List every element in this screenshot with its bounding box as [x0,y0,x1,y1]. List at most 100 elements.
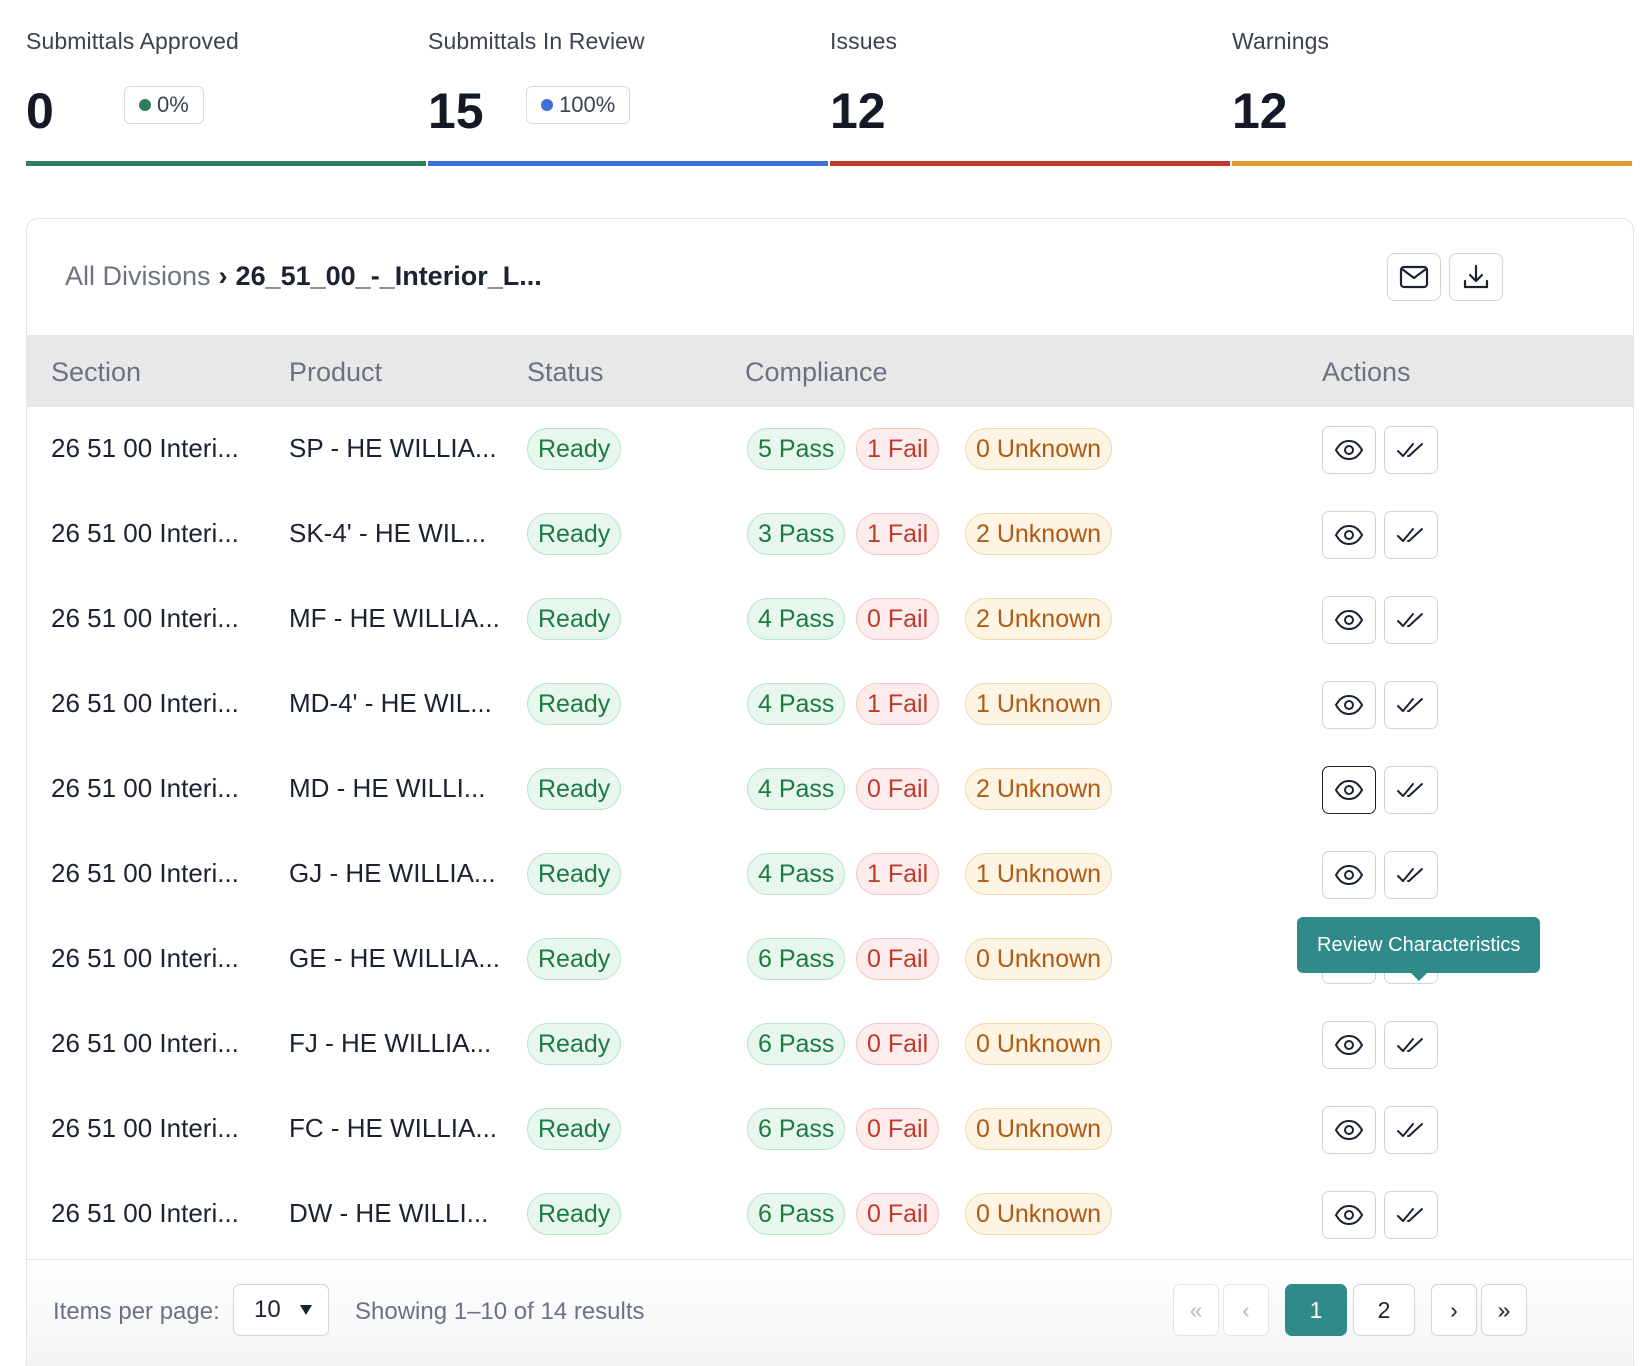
review-characteristics-button[interactable] [1322,596,1376,644]
product-cell: FC - HE WILLIA... [289,1113,498,1143]
approve-button[interactable] [1384,766,1438,814]
review-characteristics-button[interactable] [1322,426,1376,474]
approve-button[interactable] [1384,681,1438,729]
approve-button[interactable] [1384,1021,1438,1069]
status-badge: Ready [527,853,622,895]
double-chevron-right-icon: » [1497,1296,1511,1323]
last-page-button[interactable]: » [1481,1284,1527,1336]
review-characteristics-button[interactable] [1322,766,1376,814]
download-button[interactable] [1449,253,1503,301]
table-header: Section Product Status Compliance Action… [27,335,1633,407]
stat-value: 0 [26,83,54,139]
eye-icon [1334,1119,1364,1141]
section-cell: 26 51 00 Interi... [51,1113,239,1143]
fail-badge: 1 Fail [856,683,940,725]
chevron-left-icon: ‹ [1242,1296,1250,1323]
unknown-badge: 0 Unknown [965,1023,1113,1065]
column-header-actions: Actions [1322,357,1411,387]
items-per-page-value: 10 [254,1296,281,1323]
stat-label: Submittals In Review [428,28,645,54]
stat-value: 12 [830,83,886,139]
stat-bar [26,161,426,166]
stat-value: 15 [428,83,484,139]
fail-badge: 0 Fail [856,1023,940,1065]
submittals-card: All Divisions › 26_51_00_-_Interior_L...… [26,218,1634,1366]
status-badge: Ready [527,598,622,640]
table-row: 26 51 00 Interi... DW - HE WILLI... Ready 6… [27,1172,1633,1257]
fail-badge: 0 Fail [856,768,940,810]
stat-label: Warnings [1232,28,1330,54]
double-check-icon [1397,1123,1423,1137]
fail-badge: 1 Fail [856,428,940,470]
approve-button[interactable] [1384,511,1438,559]
unknown-badge: 2 Unknown [965,513,1113,555]
stat-bar [830,161,1230,166]
pass-badge: 3 Pass [747,513,846,555]
tooltip: Review Characteristics [1297,917,1541,981]
product-cell: MF - HE WILLIA... [289,603,500,633]
fail-badge: 1 Fail [856,853,940,895]
column-header-status: Status [527,357,604,387]
fail-badge: 0 Fail [856,1108,940,1150]
breadcrumb-separator: › [218,261,228,291]
column-header-product: Product [289,357,383,387]
stat-bar [428,161,828,166]
review-characteristics-button[interactable] [1322,681,1376,729]
review-characteristics-button[interactable] [1322,511,1376,559]
product-cell: MD - HE WILLI... [289,773,486,803]
pass-badge: 6 Pass [747,1023,846,1065]
page-button-1[interactable]: 1 [1285,1284,1347,1336]
prev-page-button[interactable]: ‹ [1223,1284,1269,1336]
section-cell: 26 51 00 Interi... [51,943,239,973]
review-characteristics-button[interactable] [1322,1106,1376,1154]
stat-badge: 0% [124,86,204,124]
stat-label: Issues [830,28,898,54]
approve-button[interactable] [1384,1191,1438,1239]
caret-down-icon [299,1305,312,1315]
review-characteristics-button[interactable] [1322,851,1376,899]
status-badge: Ready [527,768,622,810]
table-row: 26 51 00 Interi... GJ - HE WILLIA... Ready… [27,832,1633,917]
breadcrumb-root[interactable]: All Divisions [65,261,211,291]
stat-badge-text: 100% [559,92,616,117]
product-cell: MD-4' - HE WIL... [289,688,492,718]
eye-icon [1334,609,1364,631]
results-summary: Showing 1–10 of 14 results [355,1298,645,1325]
approve-button[interactable] [1384,851,1438,899]
table-row: 26 51 00 Interi... FJ - HE WILLIA... Ready… [27,1002,1633,1087]
fail-badge: 0 Fail [856,1193,940,1235]
pass-badge: 6 Pass [747,1193,846,1235]
stat-badge: 100% [526,86,631,124]
status-badge: Ready [527,1193,622,1235]
double-check-icon [1397,443,1423,457]
section-cell: 26 51 00 Interi... [51,773,239,803]
pass-badge: 4 Pass [747,683,846,725]
first-page-button[interactable]: « [1173,1284,1219,1336]
status-badge: Ready [527,938,622,980]
double-chevron-left-icon: « [1189,1296,1203,1323]
stat-issues: Issues 12 [830,24,1230,166]
eye-icon [1334,864,1364,886]
section-cell: 26 51 00 Interi... [51,1028,239,1058]
stat-badge-text: 0% [157,92,189,117]
dot-icon [541,99,553,111]
stat-in-review: Submittals In Review 15 100% [428,24,828,166]
next-page-button[interactable]: › [1431,1284,1477,1336]
approve-button[interactable] [1384,1106,1438,1154]
eye-icon [1334,439,1364,461]
review-characteristics-button[interactable] [1322,1021,1376,1069]
product-cell: SP - HE WILLIA... [289,433,497,463]
section-cell: 26 51 00 Interi... [51,433,239,463]
double-check-icon [1397,1208,1423,1222]
double-check-icon [1397,1038,1423,1052]
items-per-page-select[interactable]: 10 [233,1284,329,1336]
approve-button[interactable] [1384,596,1438,644]
email-button[interactable] [1387,253,1441,301]
product-cell: GJ - HE WILLIA... [289,858,496,888]
pass-badge: 6 Pass [747,1108,846,1150]
approve-button[interactable] [1384,426,1438,474]
page-button-2[interactable]: 2 [1353,1284,1415,1336]
status-badge: Ready [527,428,622,470]
table-row: 26 51 00 Interi... FC - HE WILLIA... Ready… [27,1087,1633,1172]
review-characteristics-button[interactable] [1322,1191,1376,1239]
